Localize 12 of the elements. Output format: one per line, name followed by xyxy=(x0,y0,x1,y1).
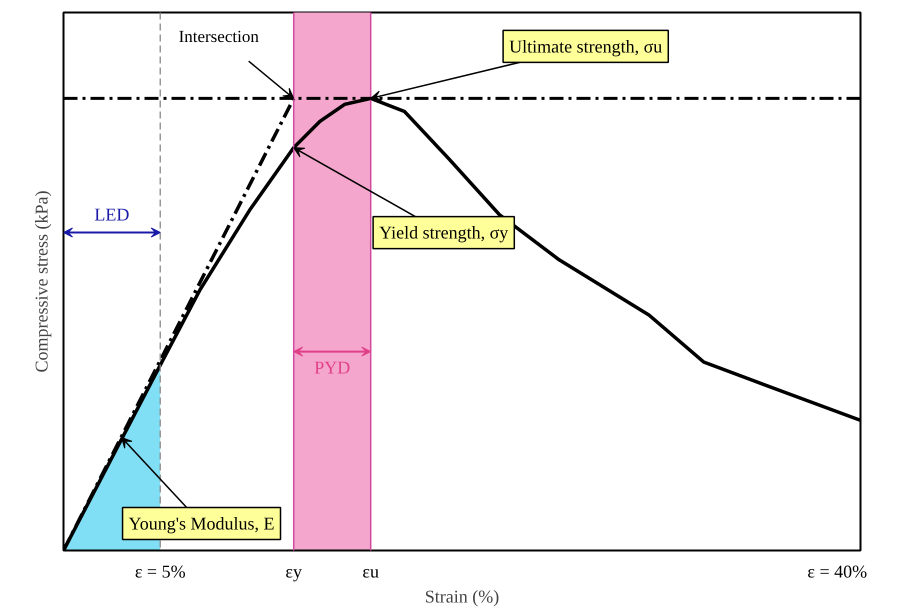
x-tick-label: ε = 5% xyxy=(134,562,186,582)
x-axis-title: Strain (%) xyxy=(424,586,500,606)
band-label: PYD xyxy=(314,358,350,378)
annotation: Ultimate strength, σu xyxy=(509,36,662,56)
y-axis-title: Compressive stress (kPa) xyxy=(32,190,52,372)
x-tick-label: εy xyxy=(285,562,302,582)
annotation: Yield strength, σy xyxy=(379,222,508,243)
annotation: Intersection xyxy=(178,26,260,46)
annotation: Young's Modulus, E xyxy=(128,513,275,534)
x-tick-label: εu xyxy=(362,562,379,582)
x-tick-label: ε = 40% xyxy=(807,562,868,582)
annotation: LED xyxy=(94,204,130,224)
